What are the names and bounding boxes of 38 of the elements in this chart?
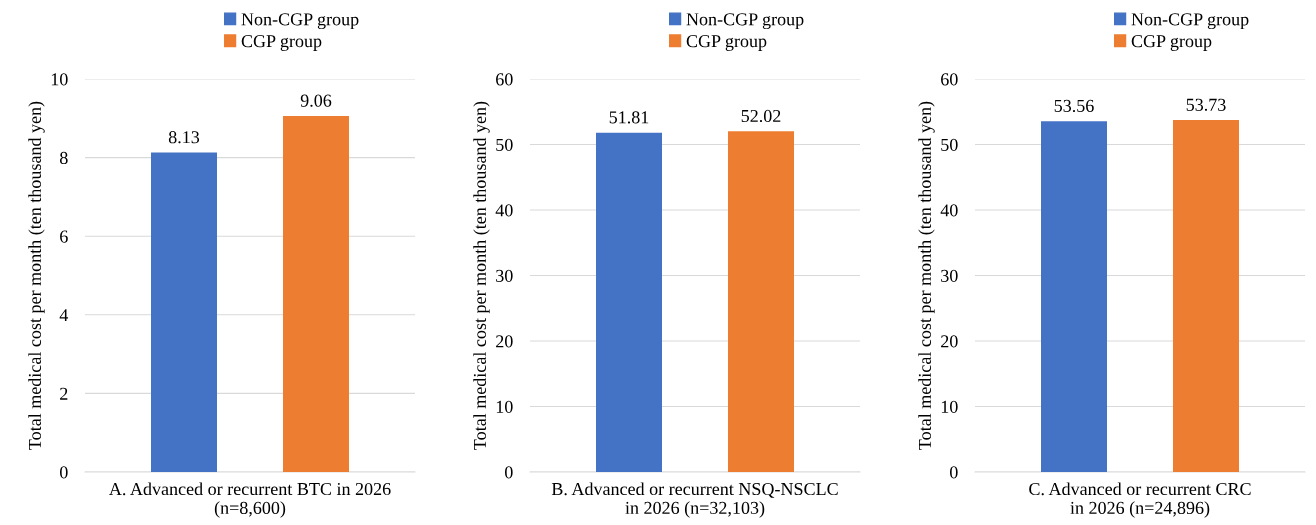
y-tick-label: 0 bbox=[59, 466, 68, 479]
y-tick-label: 2 bbox=[60, 387, 68, 400]
data-label: 52.02 bbox=[741, 109, 781, 123]
legend-label: CGP group bbox=[1131, 35, 1212, 51]
data-label: 8.13 bbox=[168, 131, 200, 144]
y-axis-title: Total medical cost per month (ten thousand yen) bbox=[473, 101, 490, 450]
y-axis-title: Total medical cost per month (ten thousand yen) bbox=[918, 101, 935, 450]
legend-label: CGP group bbox=[686, 35, 767, 51]
y-tick-label: 8 bbox=[59, 151, 68, 165]
y-tick-label: 50 bbox=[496, 138, 513, 151]
y-tick-label: 20 bbox=[941, 335, 958, 348]
y-tick-label: 10 bbox=[941, 400, 958, 413]
data-label: 51.81 bbox=[609, 111, 649, 124]
y-tick-label: 6 bbox=[60, 230, 68, 243]
y-tick-label: 10 bbox=[496, 400, 513, 413]
y-tick-label: 4 bbox=[59, 309, 69, 322]
y-tick-label: 30 bbox=[941, 269, 958, 282]
x-axis-title: A. Advanced or recurrent BTC in 2026 (n=8,600) bbox=[109, 482, 391, 518]
y-tick-label: 0 bbox=[504, 466, 513, 479]
x-axis-title: C. Advanced or recurrent CRC in 2026 (n=24,896) bbox=[1029, 482, 1251, 518]
y-tick-label: 60 bbox=[496, 73, 513, 86]
y-tick-label: 50 bbox=[941, 138, 958, 151]
y-tick-label: 30 bbox=[496, 269, 513, 282]
legend-label: Non-CGP group bbox=[1131, 13, 1249, 30]
data-label: 53.73 bbox=[1186, 98, 1226, 111]
y-tick-label: 10 bbox=[51, 73, 68, 86]
legend-label: Non-CGP group bbox=[686, 13, 804, 30]
y-tick-label: 0 bbox=[949, 466, 958, 479]
y-tick-label: 20 bbox=[496, 335, 513, 348]
data-label: 9.06 bbox=[300, 94, 332, 107]
x-axis-title: B. Advanced or recurrent NSQ-NSCLC in 2026 (n=32,103) bbox=[551, 482, 838, 518]
y-tick-label: 40 bbox=[495, 204, 513, 217]
y-tick-label: 60 bbox=[941, 73, 958, 86]
y-axis-title: Total medical cost per month (ten thousand yen) bbox=[28, 101, 45, 450]
data-label: 53.56 bbox=[1054, 99, 1094, 113]
legend-label: Non-CGP group bbox=[241, 13, 359, 30]
legend-label: CGP group bbox=[241, 35, 322, 51]
y-tick-label: 40 bbox=[940, 204, 958, 217]
